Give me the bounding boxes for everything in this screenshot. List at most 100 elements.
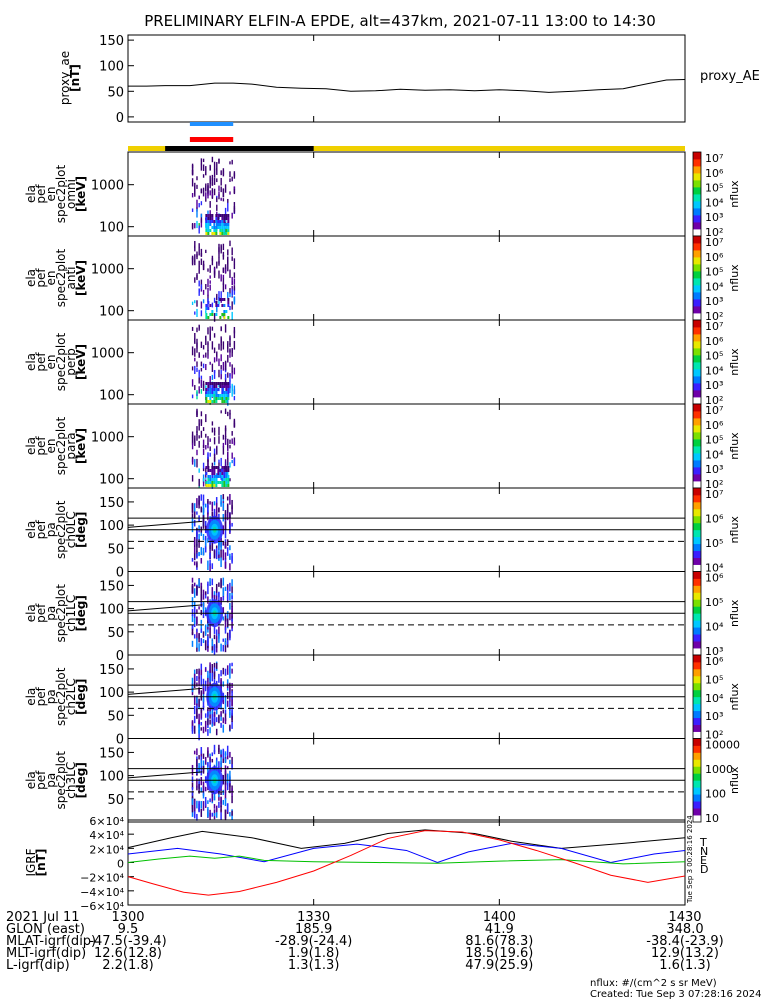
- pitch-angle-pixel: [218, 795, 220, 801]
- footer-row-value: 1.9(1.8): [288, 946, 340, 961]
- spectrogram-pixel: [215, 400, 218, 403]
- spectrogram-pixel: [207, 327, 209, 335]
- spectrogram-pixel: [225, 466, 228, 469]
- spectrogram-pixel: [207, 469, 210, 472]
- spectrogram-pixel: [211, 394, 214, 397]
- pitch-angle-pixel: [204, 591, 207, 595]
- spectrogram-pixel: [209, 478, 212, 481]
- spectrogram-pixel: [222, 283, 225, 293]
- pitch-angle-pixel: [200, 690, 203, 701]
- energy-spectrogram-colorbar-band: [693, 390, 701, 398]
- spectrogram-pixel: [194, 365, 196, 374]
- pitch-angle-pixel: [193, 588, 196, 598]
- spectrogram-pixel: [205, 249, 207, 254]
- energy-spectrogram-colorbar-band: [693, 243, 701, 251]
- spectrogram-pixel: [209, 220, 212, 223]
- spectrogram-pixel: [227, 217, 230, 220]
- spectrogram-pixel: [222, 267, 225, 273]
- pitch-angle-pixel: [224, 695, 227, 704]
- pitch-angle-pixel: [222, 681, 225, 687]
- spectrogram-pixel: [207, 193, 209, 199]
- energy-spectrogram-colorbar-band: [693, 187, 701, 195]
- energy-spectrogram-colorbar-band: [693, 299, 701, 307]
- spectrogram-pixel: [227, 223, 230, 226]
- spectrogram-pixel: [207, 287, 209, 296]
- pitch-angle-pixel: [202, 525, 205, 529]
- pitch-angle-pixel: [196, 628, 198, 633]
- spectrogram-pixel: [207, 316, 210, 319]
- pitch-angle-colorbar-label: 10000: [705, 739, 740, 752]
- pitch-angle-pixel: [226, 780, 229, 791]
- pitch-angle-pixel: [224, 758, 227, 764]
- pitch-angle-pixel: [202, 507, 205, 518]
- spectrogram-pixel: [205, 466, 208, 469]
- pitch-angle-pixel: [209, 662, 211, 670]
- spectrogram-pixel: [196, 251, 198, 258]
- spectrogram-pixel: [191, 366, 194, 371]
- pitch-angle-pixel: [202, 589, 205, 600]
- pitch-angle-pixel: [215, 497, 218, 506]
- spectrogram-pixel: [231, 247, 233, 256]
- pitch-angle-colorbar-band: [693, 724, 701, 732]
- pitch-angle-pixel: [198, 755, 200, 760]
- pitch-angle-pixel: [222, 577, 225, 586]
- pitch-angle-pixel: [220, 597, 222, 605]
- energy-spectrogram-colorbar-band: [693, 467, 701, 475]
- spectrogram-pixel: [207, 303, 209, 309]
- spectrogram-pixel: [205, 183, 207, 192]
- spectrogram-pixel: [229, 171, 231, 178]
- spectrogram-pixel: [225, 478, 228, 481]
- spectrogram-pixel: [198, 203, 200, 208]
- spectrogram-pixel: [211, 310, 214, 313]
- pitch-angle-pixel: [231, 662, 233, 667]
- igrf-ytick-label: −2×10⁴: [80, 872, 124, 885]
- pitch-angle-pixel: [198, 698, 200, 707]
- spectrogram-pixel: [213, 400, 216, 403]
- igrf-ylabel-line: [nT]: [34, 849, 48, 877]
- spectrogram-pixel: [202, 158, 205, 163]
- spectrogram-pixel: [191, 255, 194, 260]
- pitch-angle-pixel: [198, 800, 200, 810]
- pitch-angle-colorbar-title: nflux: [728, 683, 741, 711]
- spectrogram-pixel: [207, 350, 209, 356]
- spectrogram-pixel: [211, 475, 214, 480]
- spectrogram-pixel: [213, 223, 216, 226]
- pitch-angle-pixel: [229, 545, 231, 551]
- pitch-angle-colorbar-band: [693, 689, 701, 698]
- pitch-angle-ylabel-line: pa: [44, 689, 58, 704]
- pitch-angle-pixel: [229, 612, 231, 621]
- pitch-angle-pixel: [224, 809, 227, 819]
- spectrogram-pixel: [202, 164, 205, 171]
- energy-spectrogram-colorbar-band: [693, 460, 701, 468]
- pitch-angle-pixel: [213, 671, 216, 680]
- pitch-angle-pixel: [226, 766, 229, 770]
- pitch-angle-pixel: [215, 510, 218, 518]
- spectrogram-pixel: [225, 394, 228, 397]
- spectrogram-pixel: [211, 466, 214, 469]
- pitch-angle-pixel: [193, 606, 196, 618]
- pitch-angle-ylabel-line: ch2LC: [64, 678, 78, 715]
- pitch-angle-ytick-label: 100: [99, 686, 124, 701]
- spectrogram-pixel: [209, 400, 212, 403]
- energy-spectrogram-colorbar-band: [693, 439, 701, 447]
- spectrogram-pixel: [202, 427, 205, 431]
- spectrogram-pixel: [220, 374, 222, 380]
- spectrogram-pixel: [200, 430, 203, 438]
- spectrogram-pixel: [224, 437, 227, 445]
- spectrogram-pixel: [227, 220, 230, 223]
- pitch-angle-pixel: [231, 600, 233, 608]
- spectrogram-pixel: [191, 208, 194, 212]
- spectrogram-pixel: [198, 423, 200, 431]
- pitch-angle-pixel: [204, 786, 207, 792]
- spectrogram-pixel: [194, 240, 196, 249]
- pitch-angle-pixel: [196, 800, 198, 809]
- spectrogram-pixel: [227, 469, 230, 472]
- energy-spectrogram-colorbar-band: [693, 376, 701, 384]
- spectrogram-pixel: [213, 382, 216, 385]
- spectrogram-pixel: [222, 277, 225, 285]
- proxy-ae-line: [128, 79, 686, 93]
- energy-spectrogram-colorbar-band: [693, 215, 701, 223]
- spectrogram-pixel: [227, 372, 229, 378]
- pitch-angle-pixel: [231, 595, 233, 600]
